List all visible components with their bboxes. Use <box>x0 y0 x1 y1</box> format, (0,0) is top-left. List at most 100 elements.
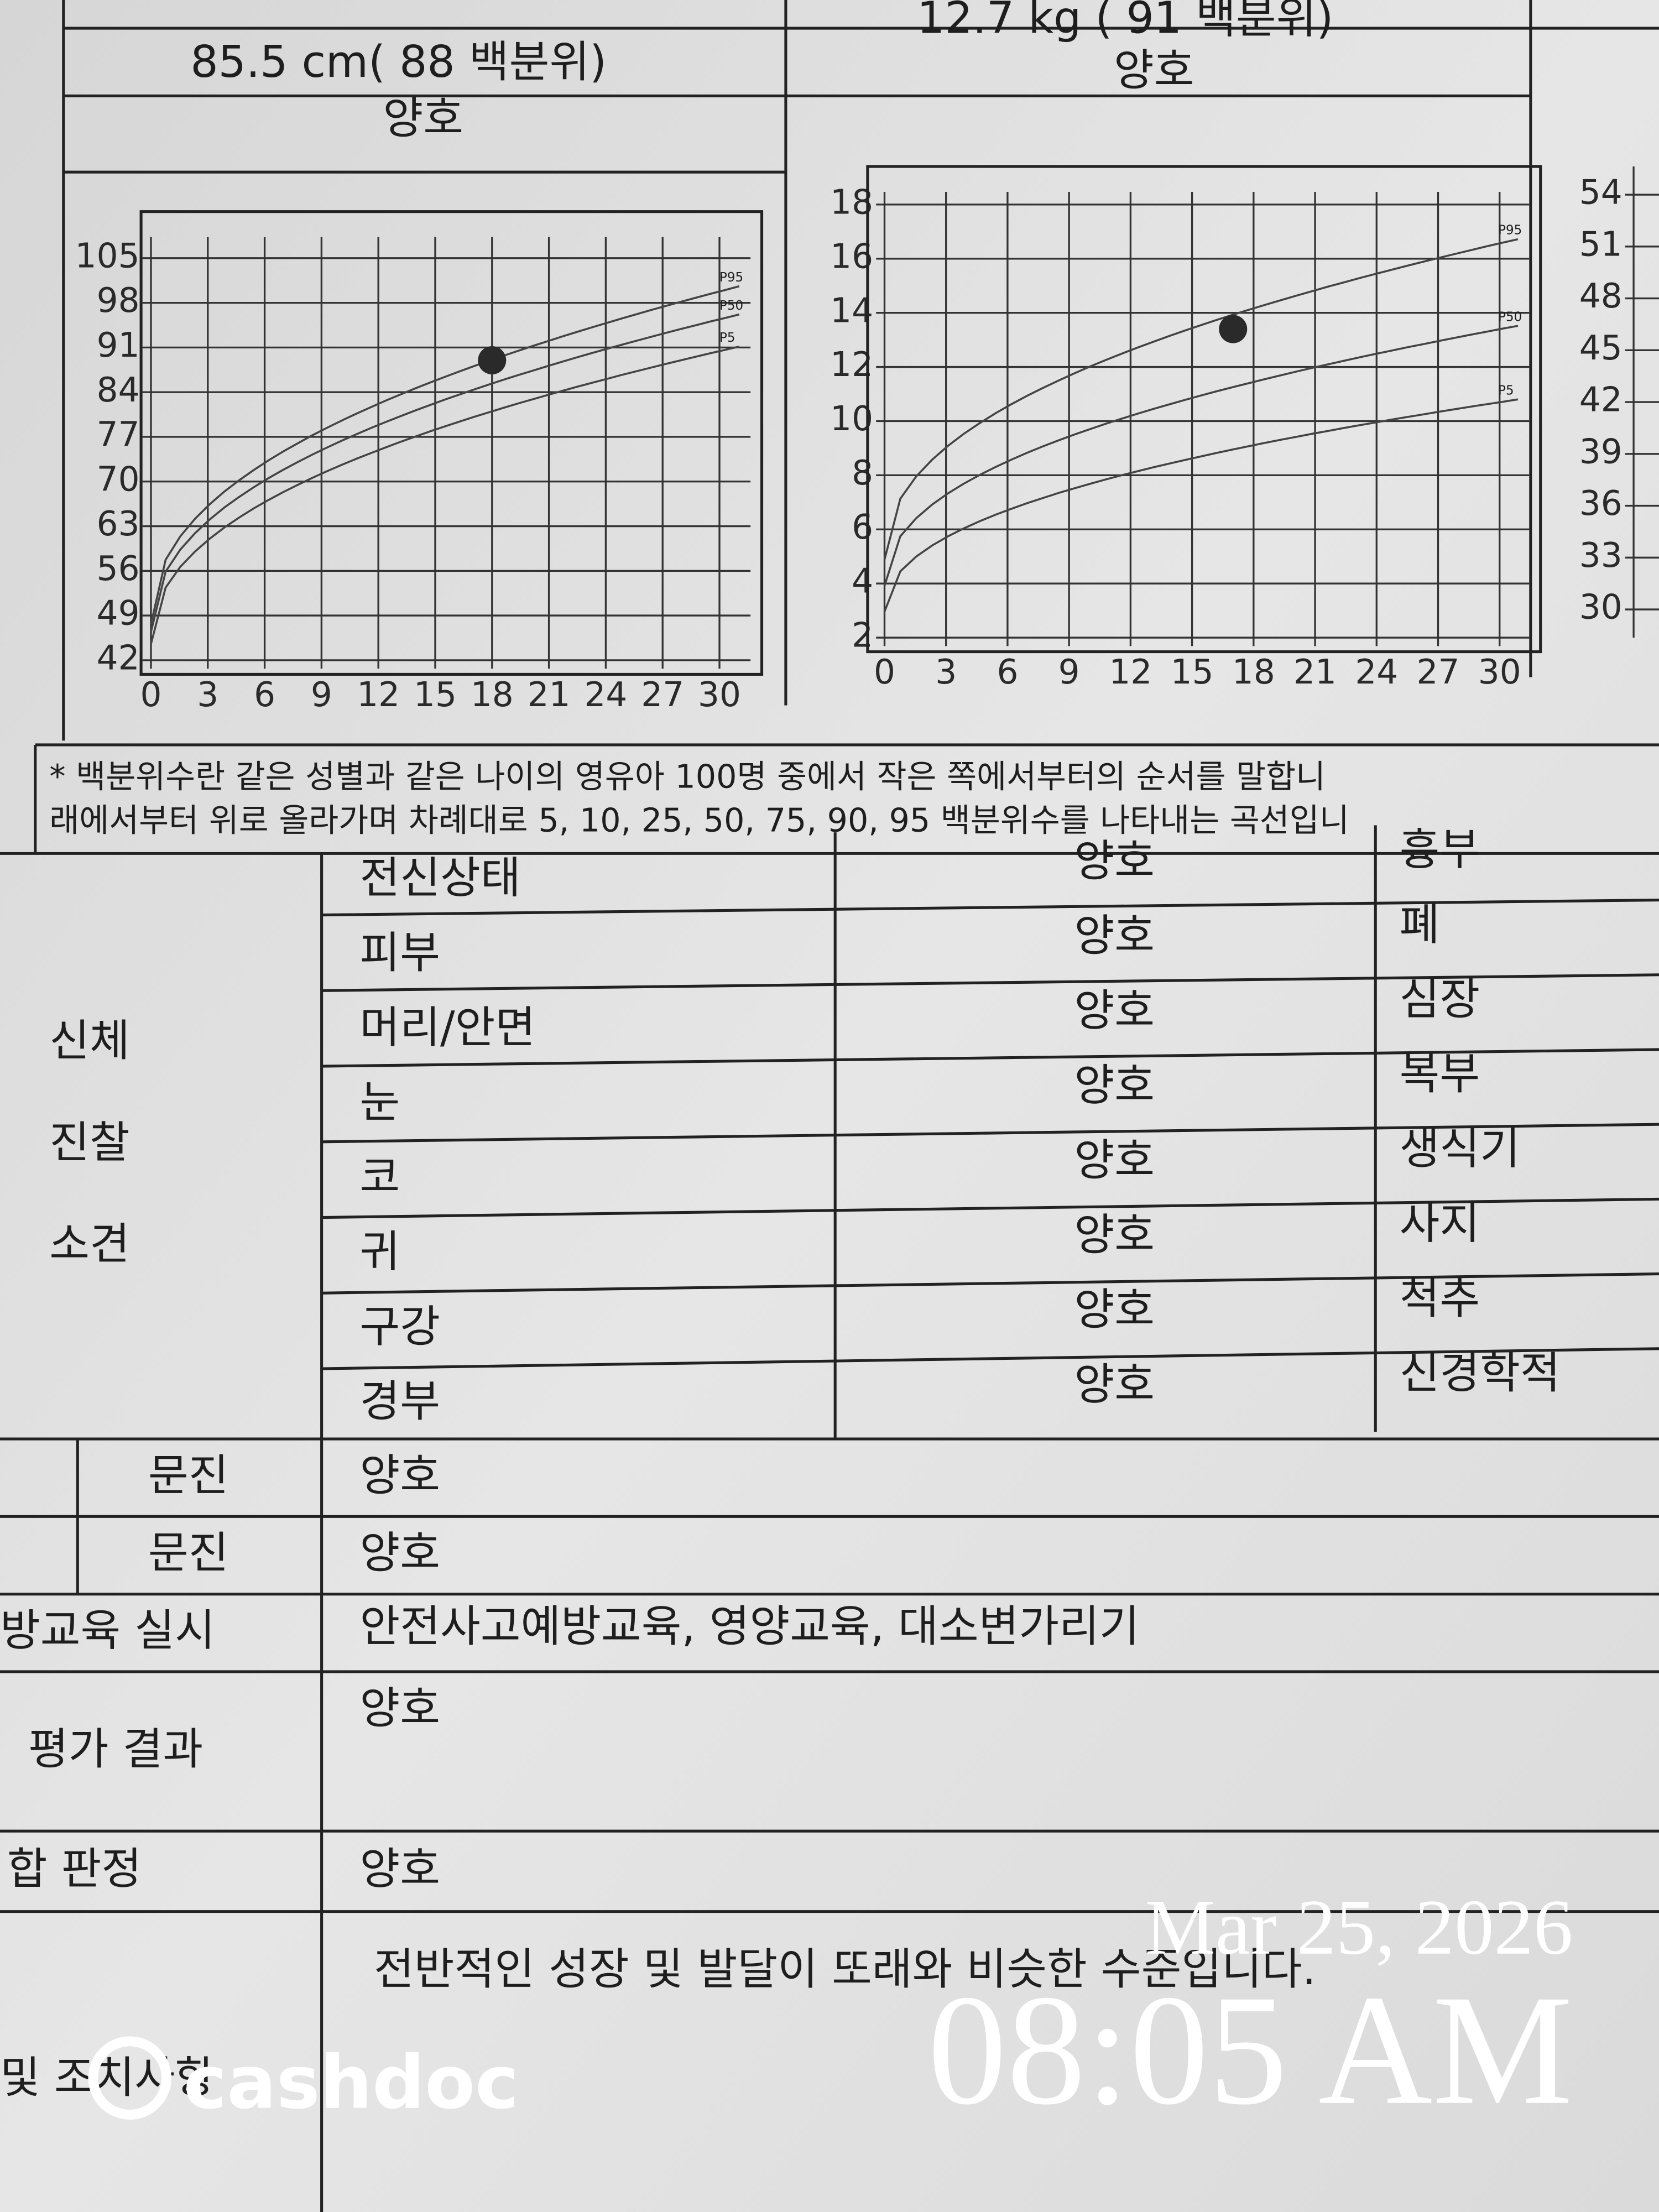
y-tick-label: 10 <box>830 399 873 439</box>
y-tick-label: 84 <box>97 371 140 410</box>
exam-item: 눈 <box>360 1077 400 1128</box>
exam-item: 피부 <box>360 927 441 978</box>
y-tick-label: 2 <box>852 616 873 655</box>
y-tick-label: 6 <box>852 508 873 547</box>
x-tick-label: 9 <box>311 675 332 714</box>
row-rule <box>321 1347 1659 1370</box>
row-rule <box>321 1197 1659 1219</box>
x-tick-label: 18 <box>1232 653 1275 692</box>
y-tick-label: 4 <box>852 562 873 601</box>
x-tick-label: 21 <box>528 675 571 714</box>
exam-result: 양호 <box>1074 1060 1155 1111</box>
height-judgment: 양호 <box>383 93 464 144</box>
curve-label: P5 <box>719 331 735 345</box>
overlay-date: Mar 25, 2026 <box>1145 1884 1573 1971</box>
y-tick-label: 18 <box>830 182 873 222</box>
exam-result: 양호 <box>1074 985 1155 1036</box>
row-label: 합 판정 <box>7 1844 142 1895</box>
x-tick-label: 24 <box>1355 653 1398 692</box>
row-label: 문진 <box>148 1450 229 1501</box>
child-measurement <box>1219 315 1248 343</box>
exam-item: 척추 <box>1400 1273 1480 1324</box>
exam-result: 양호 <box>1074 1209 1155 1260</box>
x-tick-label: 15 <box>414 675 457 714</box>
curve-label: P50 <box>719 299 743 313</box>
x-tick-label: 6 <box>254 675 275 714</box>
y-tick-label: 39 <box>1579 432 1623 471</box>
y-tick-label: 63 <box>97 504 140 544</box>
exam-label: 신체 <box>49 1015 130 1066</box>
y-tick-label: 56 <box>97 549 140 588</box>
row-label: 평가 결과 <box>28 1724 203 1775</box>
row-value: 양호 <box>360 1844 441 1895</box>
x-tick-label: 9 <box>1058 653 1080 692</box>
exam-item: 폐 <box>1400 899 1440 950</box>
row-rule <box>321 1123 1659 1144</box>
x-tick-label: 12 <box>357 675 400 714</box>
x-tick-label: 30 <box>698 675 741 714</box>
row-label: 및 조치사항 <box>0 2052 215 2103</box>
x-tick-label: 21 <box>1293 653 1337 692</box>
exam-result: 양호 <box>1074 1284 1155 1335</box>
x-tick-label: 3 <box>935 653 957 692</box>
percentile-curve <box>883 398 1519 612</box>
y-tick-label: 98 <box>97 281 140 320</box>
height-value: 85.5 cm( 88 백분위) <box>190 36 607 87</box>
exam-result: 양호 <box>1074 1135 1155 1186</box>
y-tick-label: 36 <box>1579 484 1623 523</box>
x-tick-label: 24 <box>584 675 627 714</box>
y-tick-label: 16 <box>830 237 873 276</box>
header-table: 85.5 cm( 88 백분위) 12.7 kg ( 91 백분위) 양호 양호 <box>62 0 1659 741</box>
row-label: 방교육 실시 <box>0 1605 215 1656</box>
note-line: * 백분위수란 같은 성별과 같은 나이의 영유아 100명 중에서 작은 쪽에… <box>49 758 1326 795</box>
row-label: 문진 <box>148 1527 229 1578</box>
y-tick-label: 42 <box>97 638 140 677</box>
y-tick-label: 70 <box>97 460 140 499</box>
x-tick-label: 15 <box>1171 653 1214 692</box>
exam-result: 양호 <box>1074 910 1155 961</box>
curve-label: P5 <box>1498 384 1514 398</box>
percentile-curve <box>883 238 1519 560</box>
exam-item: 사지 <box>1400 1198 1480 1249</box>
child-measurement <box>478 346 507 374</box>
percentile-curve <box>883 325 1519 586</box>
y-tick-label: 91 <box>97 326 140 365</box>
curve-label: P95 <box>719 270 743 285</box>
row-value: 안전사고예방교육, 영양교육, 대소변가리기 <box>360 1601 1140 1652</box>
row-value: 양호 <box>360 1450 441 1501</box>
curve-label: P95 <box>1498 223 1522 238</box>
exam-item: 전신상태 <box>360 853 521 904</box>
y-tick-label: 33 <box>1579 536 1623 575</box>
exam-label: 소견 <box>49 1219 130 1270</box>
x-tick-label: 12 <box>1109 653 1152 692</box>
y-tick-label: 12 <box>830 345 873 384</box>
exam-item: 생식기 <box>1400 1123 1520 1174</box>
x-tick-label: 3 <box>197 675 218 714</box>
row-value: 양호 <box>360 1527 441 1578</box>
y-tick-label: 51 <box>1579 225 1623 264</box>
exam-item: 머리/안면 <box>360 1002 536 1053</box>
y-tick-label: 49 <box>97 594 140 633</box>
y-tick-label: 77 <box>97 415 140 455</box>
y-tick-label: 8 <box>852 453 873 493</box>
row-value: 양호 <box>360 1683 441 1734</box>
x-tick-label: 0 <box>140 675 161 714</box>
exam-item: 복부 <box>1400 1048 1480 1099</box>
y-tick-label: 105 <box>75 236 140 275</box>
photo-overlay: Mar 25, 2026 08:05 AM cashdoc <box>88 1884 1573 2137</box>
x-tick-label: 18 <box>471 675 514 714</box>
curve-label: P50 <box>1498 310 1522 324</box>
x-tick-label: 0 <box>874 653 895 692</box>
x-tick-label: 6 <box>997 653 1018 692</box>
overlay-brand: cashdoc <box>184 2041 519 2126</box>
exam-item: 코 <box>360 1151 400 1202</box>
y-tick-label: 42 <box>1579 380 1623 420</box>
row-rule <box>321 1048 1659 1068</box>
x-tick-label: 30 <box>1478 653 1521 692</box>
exam-item: 경부 <box>360 1376 441 1427</box>
row-rule <box>321 973 1659 992</box>
